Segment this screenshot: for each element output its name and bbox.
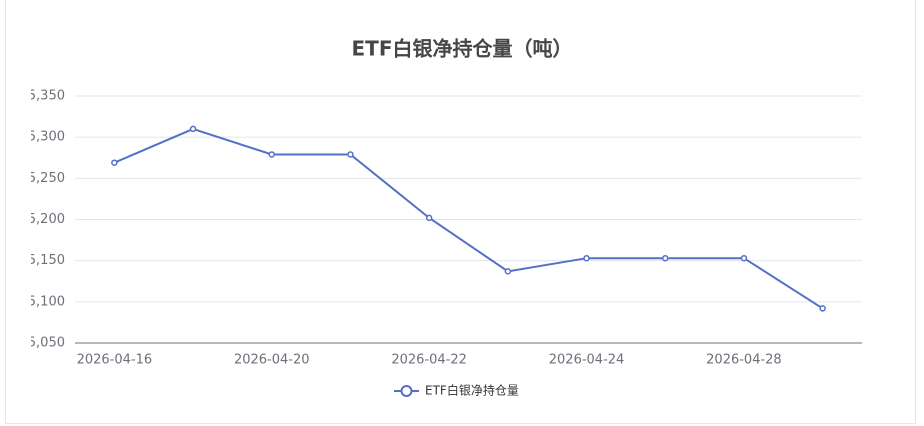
data-point (425, 214, 433, 222)
y-tick-label: 15,300 (20, 130, 66, 145)
x-tick-label: 2026-04-16 (77, 353, 153, 368)
x-tick-label: 2026-04-28 (706, 353, 782, 368)
y-tick-label: 15,050 (20, 336, 66, 351)
y-tick-label: 15,200 (20, 212, 66, 227)
data-point (819, 305, 826, 312)
data-point (740, 254, 748, 262)
legend-marker (400, 385, 413, 397)
data-point (189, 125, 197, 133)
y-axis-labels: 15,050 15,100 15,150 15,200 15,250 15,300 15,3… (20, 89, 66, 351)
x-tick-label: 2026-04-22 (391, 353, 467, 368)
series-line (113, 127, 824, 310)
data-point (504, 268, 512, 275)
data-point (111, 159, 118, 166)
data-point (268, 151, 275, 158)
chart-title: ETF白银净持仓量（吨） (352, 37, 573, 61)
data-point (583, 254, 590, 262)
x-tick-label: 2026-04-20 (234, 353, 310, 368)
y-tick-label: 15,100 (20, 294, 66, 309)
y-tick-label: 15,350 (20, 89, 66, 104)
y-tick-label: 15,150 (20, 253, 66, 268)
legend-label: ETF白银净持仓量 (425, 383, 519, 398)
chart-frame (5, 0, 916, 424)
y-tick-label: 15,250 (20, 171, 66, 186)
x-tick-label: 2026-04-24 (549, 353, 625, 368)
data-point (347, 151, 354, 158)
data-point (662, 254, 669, 262)
